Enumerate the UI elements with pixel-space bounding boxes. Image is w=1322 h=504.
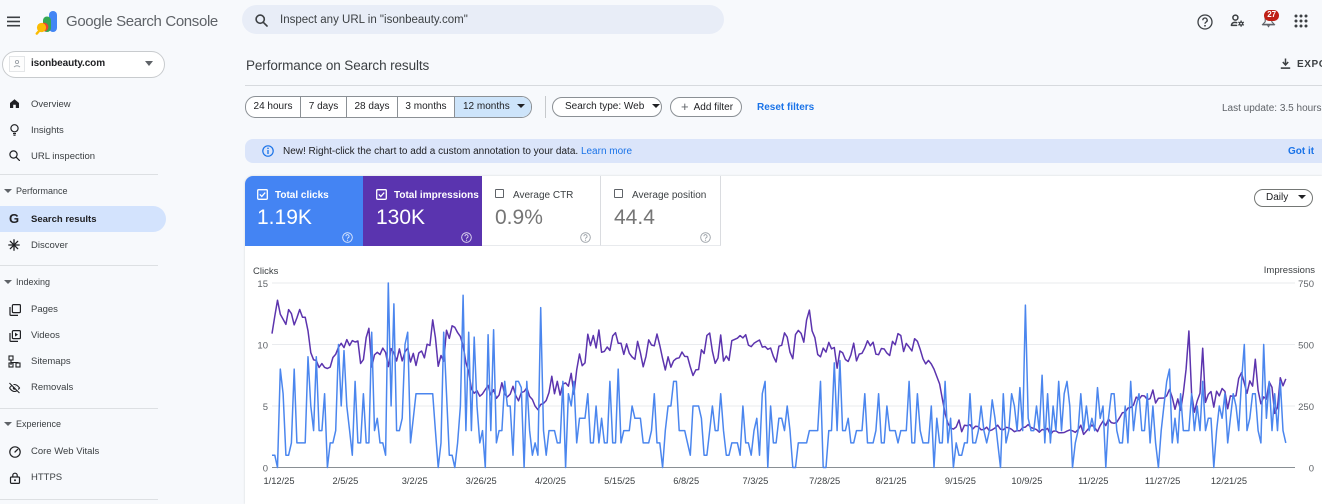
svg-text:Clicks: Clicks bbox=[253, 266, 279, 277]
svg-text:8/21/25: 8/21/25 bbox=[876, 476, 907, 486]
svg-text:12/21/25: 12/21/25 bbox=[1211, 476, 1247, 486]
svg-text:0: 0 bbox=[263, 464, 268, 475]
svg-text:7/28/25: 7/28/25 bbox=[809, 476, 840, 486]
svg-text:11/27/25: 11/27/25 bbox=[1145, 476, 1181, 486]
svg-text:4/20/25: 4/20/25 bbox=[535, 476, 566, 486]
svg-text:500: 500 bbox=[1298, 341, 1314, 352]
svg-text:750: 750 bbox=[1298, 279, 1314, 290]
svg-text:5/15/25: 5/15/25 bbox=[604, 476, 635, 486]
svg-text:10/9/25: 10/9/25 bbox=[1011, 476, 1042, 486]
svg-text:15: 15 bbox=[257, 279, 268, 290]
svg-text:5: 5 bbox=[263, 402, 268, 413]
svg-text:Impressions: Impressions bbox=[1264, 265, 1315, 276]
svg-text:3/26/25: 3/26/25 bbox=[466, 476, 497, 486]
svg-text:0: 0 bbox=[1309, 464, 1314, 475]
svg-text:7/3/25: 7/3/25 bbox=[742, 476, 768, 486]
svg-text:10: 10 bbox=[257, 341, 268, 352]
svg-text:1/12/25: 1/12/25 bbox=[263, 476, 294, 486]
svg-text:6/8/25: 6/8/25 bbox=[673, 476, 699, 486]
svg-text:9/15/25: 9/15/25 bbox=[945, 476, 976, 486]
svg-text:2/5/25: 2/5/25 bbox=[332, 476, 358, 486]
svg-text:11/2/25: 11/2/25 bbox=[1078, 476, 1108, 486]
svg-text:250: 250 bbox=[1298, 402, 1314, 413]
svg-text:3/2/25: 3/2/25 bbox=[402, 476, 428, 486]
